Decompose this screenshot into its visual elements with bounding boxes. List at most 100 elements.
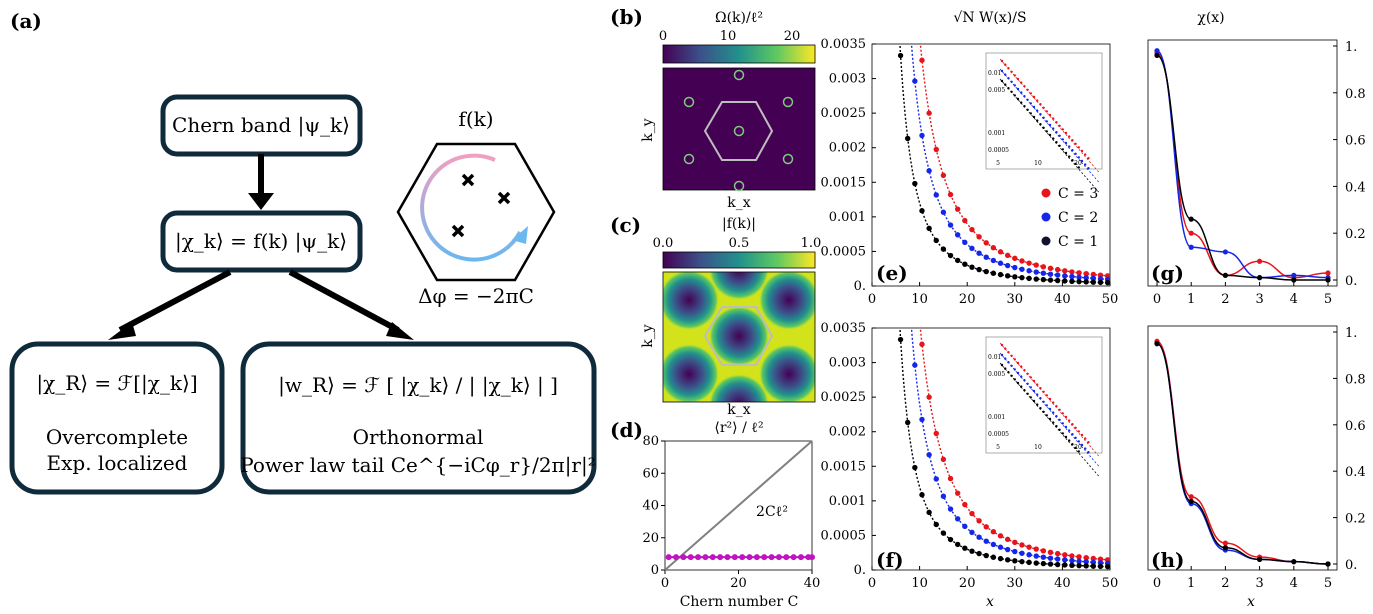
data-point <box>954 516 961 522</box>
data-point <box>1076 278 1082 285</box>
data-point <box>1097 563 1104 570</box>
inset-point <box>1077 166 1081 169</box>
data-point <box>1019 274 1025 281</box>
inset-point <box>1036 383 1039 386</box>
data-point <box>1083 559 1089 565</box>
data-point <box>954 541 961 548</box>
data-point <box>976 266 982 273</box>
panel-b-markers <box>683 69 794 192</box>
data-point <box>947 536 954 543</box>
inset-point <box>1087 167 1090 170</box>
reference-line-2cl2 <box>664 440 813 571</box>
inset-point <box>1052 137 1055 140</box>
inset-point <box>1080 159 1084 163</box>
data-point <box>954 232 961 238</box>
data-point <box>1062 268 1068 274</box>
data-point <box>1033 546 1039 552</box>
data-point <box>1033 553 1039 559</box>
data-point <box>1222 540 1228 546</box>
panel-c-cbar-tick: 0.5 <box>729 236 750 251</box>
legend-marker-c3 <box>1041 188 1051 198</box>
inset-tick-label: 0.001 <box>988 130 1005 137</box>
y-tick-label: 0.0005 <box>821 528 867 543</box>
data-point <box>1054 561 1061 568</box>
data-point <box>1062 562 1068 568</box>
inset-point <box>1080 443 1084 447</box>
panel-b-title: Ω(k)/ℓ² <box>715 10 763 26</box>
box-chi-k: |χ_k⟩ = f(k) |ψ_k⟩ <box>160 210 363 273</box>
panel-e-label: (e) <box>876 261 908 285</box>
x-tick-label: 4 <box>1290 576 1298 591</box>
data-point <box>897 52 904 59</box>
panel-b-colorbar <box>662 44 816 64</box>
inset-point <box>1052 421 1055 424</box>
inset-point <box>1087 441 1090 444</box>
data-point <box>1040 276 1047 283</box>
r2-data-point <box>665 554 672 561</box>
data-point <box>1047 561 1054 567</box>
inset-tick-label: 0.0005 <box>988 147 1009 154</box>
panel-c-label: (c) <box>610 213 641 237</box>
box-overcomplete-line1: Overcomplete <box>46 425 188 449</box>
data-point <box>933 237 939 244</box>
data-point <box>1026 544 1032 550</box>
inset-frame <box>985 336 1103 454</box>
data-point <box>983 524 989 530</box>
inset-line <box>999 78 1101 194</box>
data-point <box>926 452 932 458</box>
legend-label-c3: C = 3 <box>1058 186 1098 202</box>
y-tick-label: 20 <box>642 531 659 546</box>
box-overcomplete-line2: Exp. localized <box>47 451 188 475</box>
data-point <box>1026 552 1032 558</box>
data-point <box>1154 52 1160 58</box>
data-point <box>1257 258 1263 264</box>
r2-data-point <box>783 554 790 561</box>
inset-point <box>1061 138 1065 141</box>
legend-marker-c1 <box>1041 236 1051 246</box>
arrowhead-1 <box>248 193 274 210</box>
x-tick-label: 0 <box>868 576 876 591</box>
y-tick-label: 0.0025 <box>821 390 867 405</box>
inset-tick-label: 0.0005 <box>988 431 1009 438</box>
data-point <box>1033 269 1039 275</box>
inset-point <box>1048 133 1052 137</box>
inset-tick-label: 10 <box>1034 160 1042 167</box>
data-point <box>997 271 1004 278</box>
r2-data-point <box>739 554 746 561</box>
data-point <box>954 257 961 264</box>
data-point <box>1047 549 1054 555</box>
inset-point <box>1036 393 1039 396</box>
inset-point <box>1036 119 1039 122</box>
panel-d-plot: 0 20 40 0 20 40 60 80 <box>642 434 820 591</box>
data-point <box>997 544 1004 550</box>
inset-point <box>1045 404 1049 407</box>
data-point <box>1004 262 1011 269</box>
y-tick-label: 0.0015 <box>821 459 867 474</box>
series-curve <box>1156 342 1329 565</box>
data-point <box>962 523 968 530</box>
r2-data-point <box>809 554 815 561</box>
data-point <box>1076 558 1082 564</box>
data-point <box>1012 274 1018 280</box>
data-point <box>1004 536 1011 543</box>
data-point <box>1222 545 1228 551</box>
arrow-right <box>288 269 400 333</box>
inset-point <box>1029 102 1033 105</box>
inset-point <box>1032 105 1036 109</box>
y-tick-label: 0.0005 <box>821 244 867 259</box>
panel-c-cbar-tick: 1.0 <box>801 236 822 251</box>
data-point <box>947 506 954 512</box>
panel-e-title: √N W(x)/S <box>953 10 1026 26</box>
panel-h-plot: 0 1 2 3 4 5 0. 0.2 0.4 0.6 0.8 1. <box>1147 325 1366 591</box>
data-point <box>1019 558 1025 565</box>
data-point <box>976 250 982 256</box>
box-orthonormal-formula: |w_R⟩ = ℱ [ |χ_k⟩ / | |χ_k⟩ | ] <box>278 373 558 398</box>
y-tick-label: 0. <box>854 279 866 294</box>
y-tick-label: 60 <box>642 466 659 481</box>
data-point <box>1188 244 1194 250</box>
box-chern-band: Chern band |ψ_k⟩ <box>160 94 363 157</box>
data-point <box>1069 273 1075 280</box>
arrow-left <box>118 269 232 333</box>
data-point <box>1069 553 1075 559</box>
data-point <box>940 493 947 499</box>
